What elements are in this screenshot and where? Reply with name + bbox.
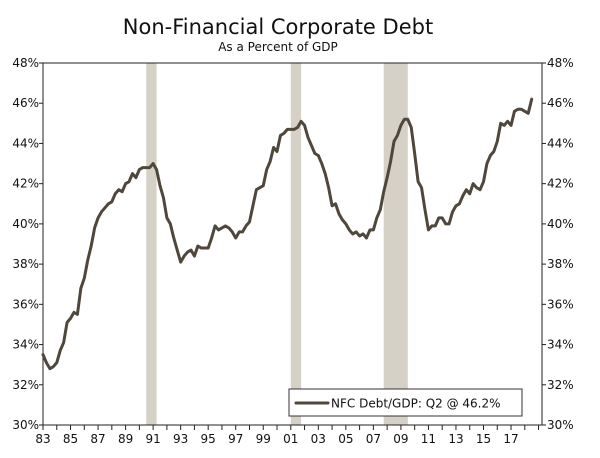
recession-band xyxy=(290,63,302,425)
y-tick-label-right: 34% xyxy=(547,338,574,352)
x-tick-label: 87 xyxy=(90,432,105,446)
x-tick-label: 97 xyxy=(228,432,243,446)
recession-band xyxy=(383,63,408,425)
x-tick-label: 93 xyxy=(173,432,188,446)
y-tick-label-right: 36% xyxy=(547,297,574,311)
y-tick-label-right: 38% xyxy=(547,257,574,271)
y-tick-label-right: 30% xyxy=(547,418,574,432)
x-tick-label: 09 xyxy=(393,432,408,446)
y-tick-label-left: 30% xyxy=(12,418,39,432)
recession-band xyxy=(146,63,157,425)
y-tick-label-right: 44% xyxy=(547,136,574,150)
x-tick-label: 17 xyxy=(503,432,518,446)
y-tick-label-left: 48% xyxy=(12,56,39,70)
y-tick-label-right: 46% xyxy=(547,96,574,110)
x-tick-label: 99 xyxy=(256,432,271,446)
series-layer xyxy=(41,97,534,371)
x-tick-label: 05 xyxy=(338,432,353,446)
axes: 30% 30% 32% 32% 34% 34% 36% 36% 38% 38% 40% 40% 42% 4… xyxy=(12,56,573,446)
x-tick-label: 15 xyxy=(476,432,491,446)
legend-label: NFC Debt/GDP: Q2 @ 46.2% xyxy=(331,397,501,411)
x-tick-label: 89 xyxy=(118,432,133,446)
x-tick-label: 13 xyxy=(448,432,463,446)
y-tick-label-left: 42% xyxy=(12,177,39,191)
x-tick-label: 85 xyxy=(63,432,78,446)
y-tick-label-left: 34% xyxy=(12,338,39,352)
legend: NFC Debt/GDP: Q2 @ 46.2% xyxy=(288,388,523,417)
y-tick-label-right: 42% xyxy=(547,177,574,191)
x-tick-label: 01 xyxy=(283,432,298,446)
chart-title: Non-Financial Corporate Debt xyxy=(123,15,433,39)
x-tick-label: 95 xyxy=(201,432,216,446)
plot-frame xyxy=(42,62,543,426)
x-tick-label: 83 xyxy=(35,432,50,446)
x-tick-label: 11 xyxy=(421,432,436,446)
y-tick-label-right: 32% xyxy=(547,378,574,392)
y-tick-label-left: 36% xyxy=(12,297,39,311)
x-tick-label: 03 xyxy=(311,432,326,446)
x-tick-label: 07 xyxy=(366,432,381,446)
y-tick-label-left: 40% xyxy=(12,217,39,231)
y-tick-label-left: 32% xyxy=(12,378,39,392)
x-tick-label: 91 xyxy=(145,432,160,446)
y-tick-label-left: 44% xyxy=(12,136,39,150)
y-tick-label-left: 46% xyxy=(12,96,39,110)
series-line-nfc-debt-gdp xyxy=(41,97,534,371)
recession-bands xyxy=(146,63,408,425)
y-tick-label-left: 38% xyxy=(12,257,39,271)
chart-subtitle: As a Percent of GDP xyxy=(218,40,338,54)
y-tick-label-right: 48% xyxy=(547,56,574,70)
y-tick-label-right: 40% xyxy=(547,217,574,231)
